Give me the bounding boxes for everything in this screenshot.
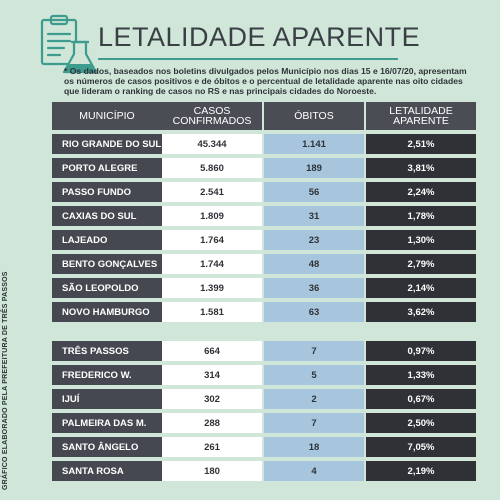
table-row: RIO GRANDE DO SUL 45.344 1.141 2,51%	[52, 134, 476, 154]
cell-obitos: 1.141	[264, 134, 366, 154]
source-credit: GRÁFICO ELABORADO PELA PREFEITURA DE TRÊ…	[2, 271, 9, 490]
cell-letalidade: 2,51%	[366, 134, 476, 154]
cell-obitos: 7	[264, 341, 366, 361]
noroeste-table: TRÊS PASSOS 664 7 0,97% FREDERICO W. 314 5 1,33…	[52, 337, 476, 485]
cell-municipio: NOVO HAMBURGO	[52, 302, 162, 322]
cell-letalidade: 0,67%	[366, 389, 476, 409]
cell-letalidade: 1,30%	[366, 230, 476, 250]
header-municipio: MUNICÍPIO	[52, 102, 162, 130]
cell-casos: 314	[162, 365, 264, 385]
noroeste-body: TRÊS PASSOS 664 7 0,97% FREDERICO W. 314 5 1,33…	[52, 341, 476, 481]
cell-obitos: 18	[264, 437, 366, 457]
table-row: TRÊS PASSOS 664 7 0,97%	[52, 341, 476, 361]
cell-municipio: FREDERICO W.	[52, 365, 162, 385]
cell-casos: 1.581	[162, 302, 264, 322]
cell-obitos: 36	[264, 278, 366, 298]
cell-obitos: 7	[264, 413, 366, 433]
cell-casos: 664	[162, 341, 264, 361]
cell-municipio: SANTO ÂNGELO	[52, 437, 162, 457]
header-obitos: ÓBITOS	[264, 102, 366, 130]
table-row: SÃO LEOPOLDO 1.399 36 2,14%	[52, 278, 476, 298]
cell-obitos: 2	[264, 389, 366, 409]
table-row: SANTA ROSA 180 4 2,19%	[52, 461, 476, 481]
table-row: PORTO ALEGRE 5.860 189 3,81%	[52, 158, 476, 178]
cell-obitos: 189	[264, 158, 366, 178]
table-row: NOVO HAMBURGO 1.581 63 3,62%	[52, 302, 476, 322]
cell-casos: 1.399	[162, 278, 264, 298]
cell-municipio: PASSO FUNDO	[52, 182, 162, 202]
page-title: LETALIDADE APARENTE	[98, 22, 421, 52]
cell-letalidade: 1,78%	[366, 206, 476, 226]
cell-casos: 1.744	[162, 254, 264, 274]
cell-municipio: SÃO LEOPOLDO	[52, 278, 162, 298]
cell-obitos: 23	[264, 230, 366, 250]
table-row: PALMEIRA DAS M. 288 7 2,50%	[52, 413, 476, 433]
flask-icon	[62, 40, 98, 74]
header-letalidade: LETALIDADE APARENTE	[366, 102, 476, 130]
cell-letalidade: 7,05%	[366, 437, 476, 457]
table-header-row: MUNICÍPIO CASOS CONFIRMADOS ÓBITOS LETAL…	[52, 102, 476, 130]
cell-municipio: RIO GRANDE DO SUL	[52, 134, 162, 154]
cell-municipio: PALMEIRA DAS M.	[52, 413, 162, 433]
table-row: SANTO ÂNGELO 261 18 7,05%	[52, 437, 476, 457]
cell-casos: 1.809	[162, 206, 264, 226]
table-row: PASSO FUNDO 2.541 56 2,24%	[52, 182, 476, 202]
cell-casos: 261	[162, 437, 264, 457]
cell-obitos: 4	[264, 461, 366, 481]
cell-casos: 45.344	[162, 134, 264, 154]
cell-obitos: 48	[264, 254, 366, 274]
cell-casos: 180	[162, 461, 264, 481]
cell-letalidade: 2,24%	[366, 182, 476, 202]
table-row: CAXIAS DO SUL 1.809 31 1,78%	[52, 206, 476, 226]
cell-casos: 2.541	[162, 182, 264, 202]
cell-obitos: 5	[264, 365, 366, 385]
cell-municipio: PORTO ALEGRE	[52, 158, 162, 178]
cell-letalidade: 1,33%	[366, 365, 476, 385]
cell-obitos: 56	[264, 182, 366, 202]
cell-obitos: 31	[264, 206, 366, 226]
cell-municipio: SANTA ROSA	[52, 461, 162, 481]
cell-municipio: IJUÍ	[52, 389, 162, 409]
cell-casos: 5.860	[162, 158, 264, 178]
table-row: LAJEADO 1.764 23 1,30%	[52, 230, 476, 250]
cell-letalidade: 3,62%	[366, 302, 476, 322]
cell-municipio: CAXIAS DO SUL	[52, 206, 162, 226]
clipboard-icon	[40, 14, 78, 66]
cell-casos: 288	[162, 413, 264, 433]
cell-municipio: BENTO GONÇALVES	[52, 254, 162, 274]
cell-casos: 1.764	[162, 230, 264, 250]
cell-letalidade: 2,14%	[366, 278, 476, 298]
data-note: * Os dados, baseados nos boletins divulg…	[64, 66, 467, 96]
title-underline	[98, 58, 398, 60]
table-row: FREDERICO W. 314 5 1,33%	[52, 365, 476, 385]
cell-municipio: LAJEADO	[52, 230, 162, 250]
clipboard-flask-icon	[40, 14, 98, 74]
cell-letalidade: 2,79%	[366, 254, 476, 274]
cell-obitos: 63	[264, 302, 366, 322]
cell-letalidade: 2,19%	[366, 461, 476, 481]
cell-municipio: TRÊS PASSOS	[52, 341, 162, 361]
table-row: BENTO GONÇALVES 1.744 48 2,79%	[52, 254, 476, 274]
cell-letalidade: 3,81%	[366, 158, 476, 178]
header-casos: CASOS CONFIRMADOS	[162, 102, 264, 130]
cell-letalidade: 0,97%	[366, 341, 476, 361]
rs-ranking-table: MUNICÍPIO CASOS CONFIRMADOS ÓBITOS LETAL…	[52, 98, 476, 326]
cell-letalidade: 2,50%	[366, 413, 476, 433]
table-row: IJUÍ 302 2 0,67%	[52, 389, 476, 409]
cell-casos: 302	[162, 389, 264, 409]
rs-ranking-body: RIO GRANDE DO SUL 45.344 1.141 2,51% PORTO A…	[52, 134, 476, 322]
